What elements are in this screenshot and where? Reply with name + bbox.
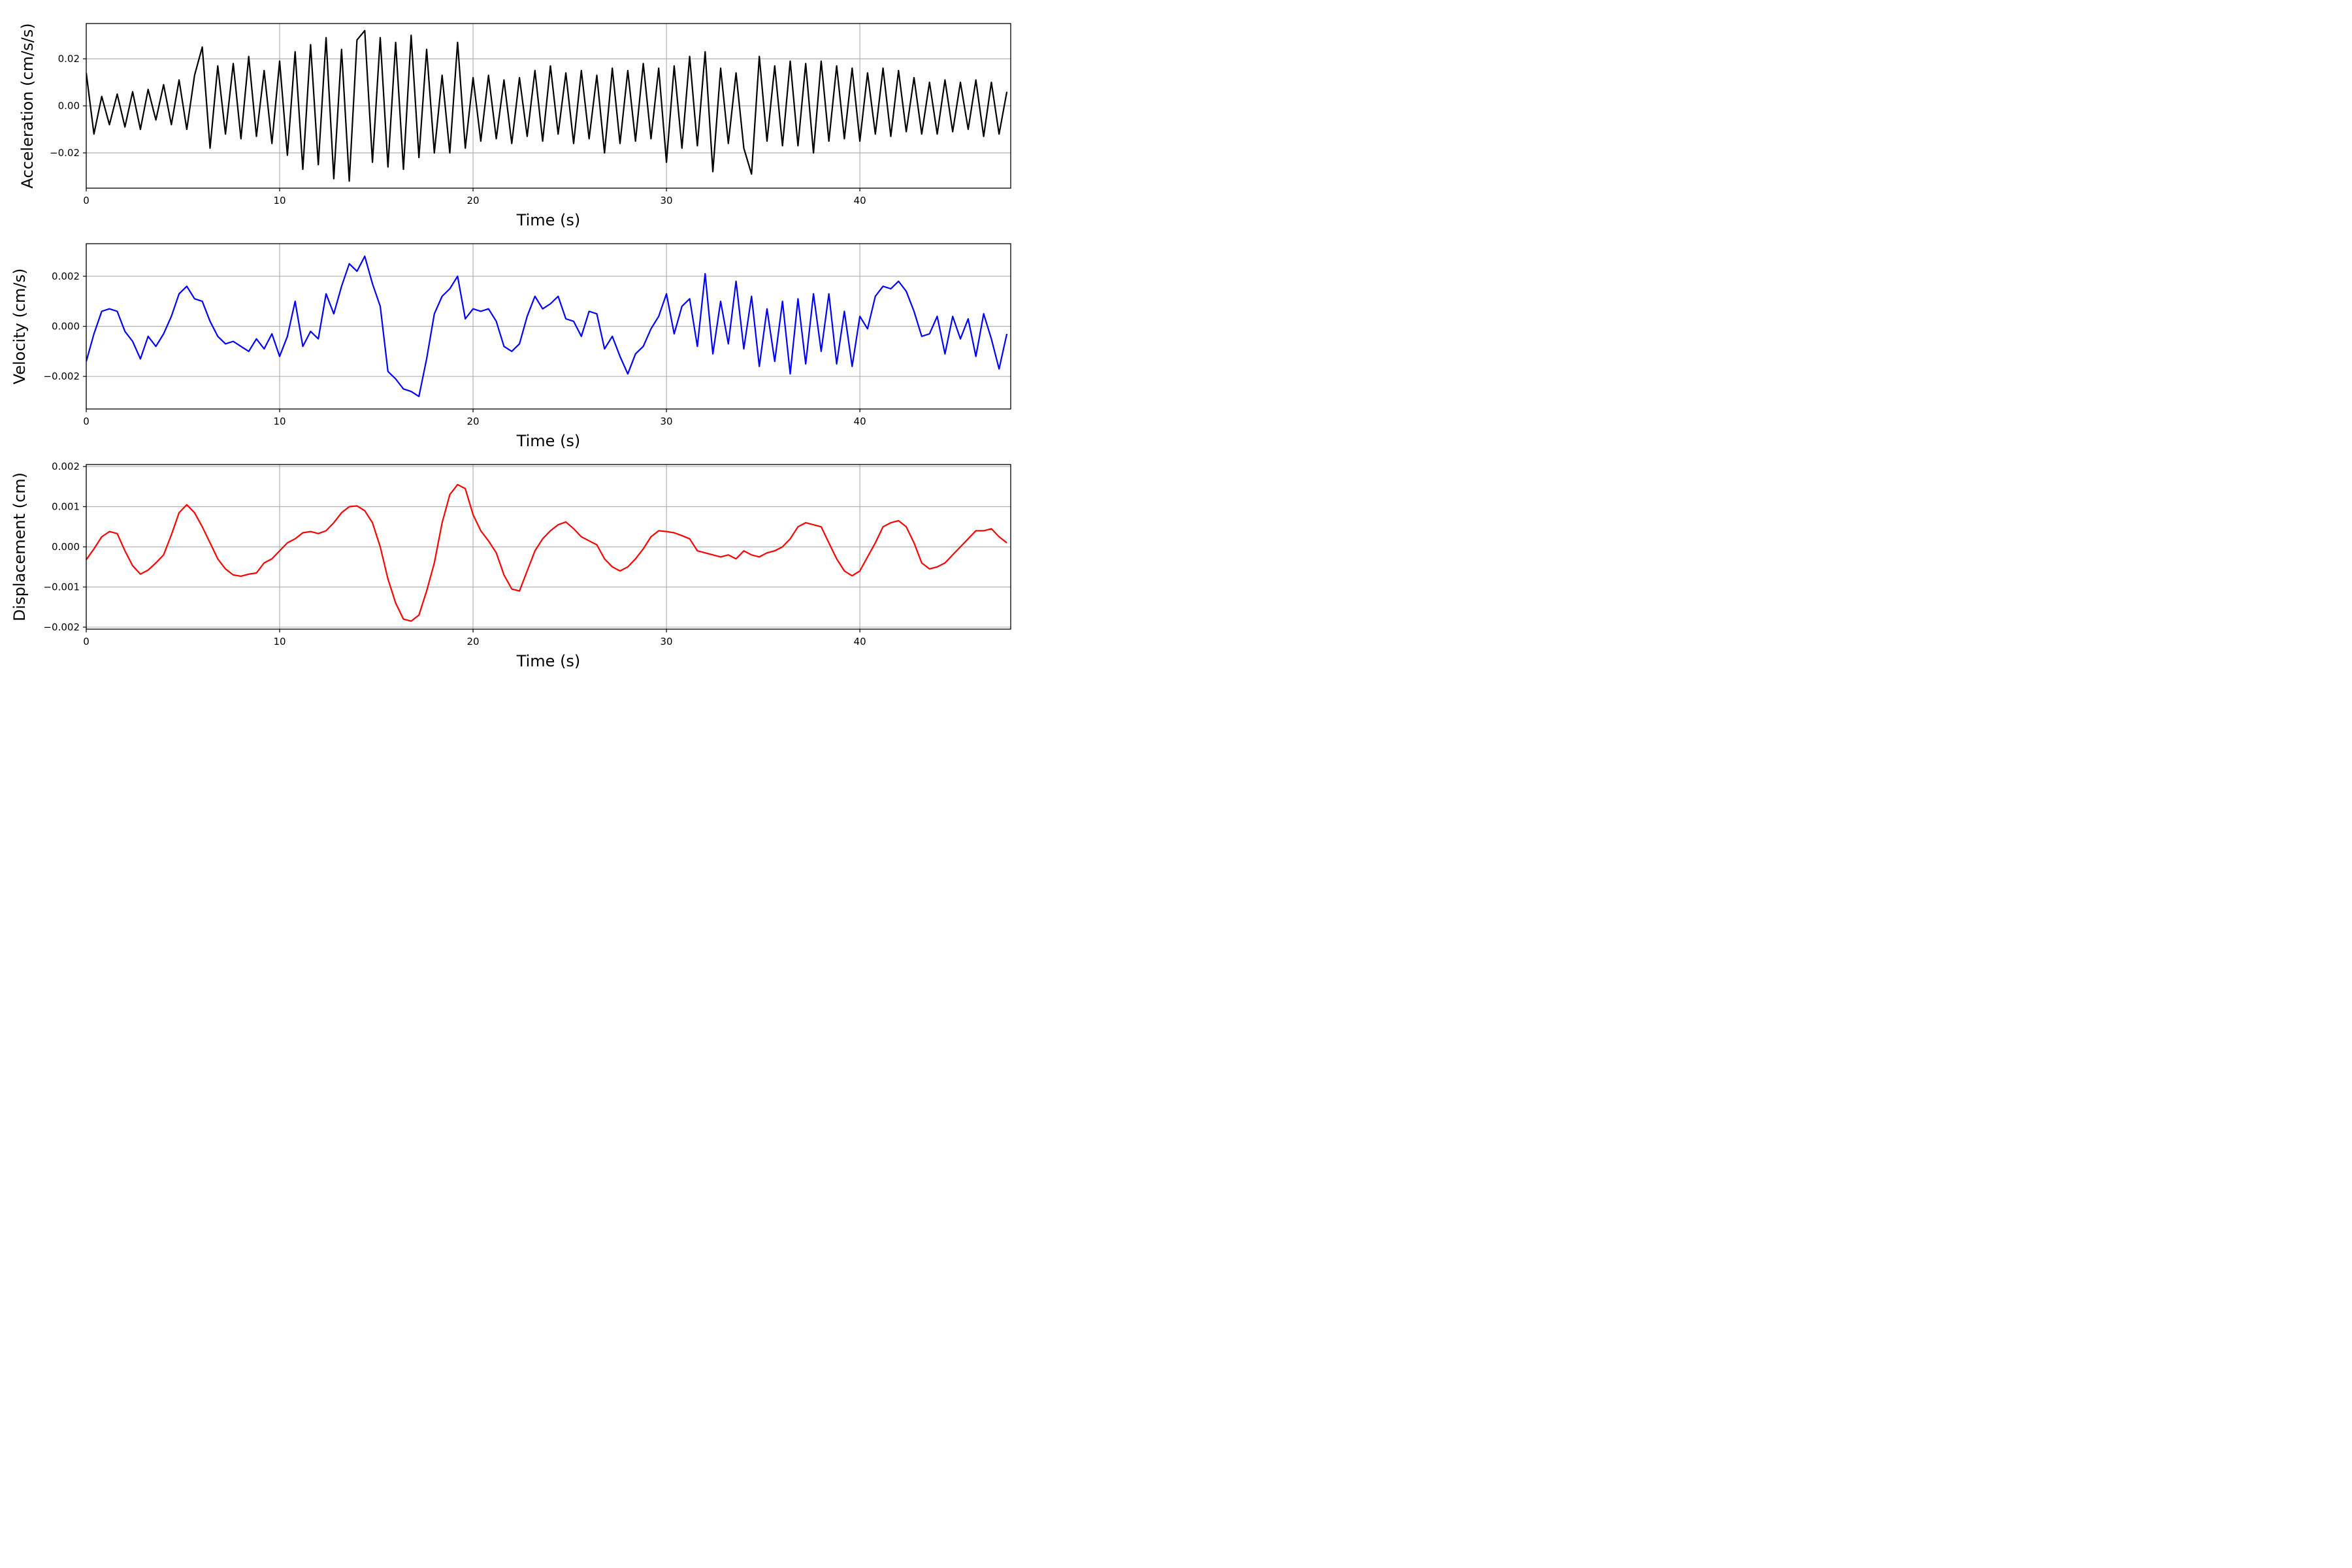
velocity-axes-frame (86, 243, 1011, 410)
acceleration-ytick-label: −0.02 (50, 147, 80, 159)
velocity-xtick-label: 0 (83, 416, 90, 427)
velocity-xtick-label: 10 (273, 416, 286, 427)
acceleration-xtick-label: 0 (83, 195, 90, 206)
velocity-xtick-label: 20 (467, 416, 480, 427)
displacement-xaxis-label: Time (s) (516, 652, 581, 670)
displacement-subplot: 0 10 20 30 40 −0.002 −0.001 0.000 0.001 0.002 Time… (10, 461, 1011, 670)
displacement-series-line (86, 483, 1007, 622)
displacement-xtick-label: 20 (467, 636, 480, 647)
acceleration-xtick-label: 30 (661, 195, 673, 206)
velocity-xtick-label: 30 (661, 416, 673, 427)
displacement-axes-frame (86, 464, 1011, 630)
velocity-yaxis-label: Velocity (cm/s) (10, 269, 29, 385)
displacement-xtick-label: 40 (854, 636, 866, 647)
acceleration-xtick-label: 20 (467, 195, 480, 206)
figure: 0 10 20 30 40 −0.02 0.00 0.02 Time (s) Accelerati… (10, 23, 1011, 670)
acceleration-yaxis-label: Acceleration (cm/s/s) (18, 23, 37, 188)
acceleration-axes-frame (86, 23, 1011, 189)
displacement-xtick-label: 10 (273, 636, 286, 647)
velocity-xaxis-label: Time (s) (516, 432, 581, 450)
displacement-ytick-label: 0.001 (52, 501, 80, 513)
acceleration-series-line (86, 29, 1008, 182)
acceleration-subplot: 0 10 20 30 40 −0.02 0.00 0.02 Time (s) Accelerati… (18, 23, 1011, 229)
velocity-xtick-label: 40 (854, 416, 866, 427)
velocity-subplot: 0 10 20 30 40 −0.002 0.000 0.002 Time (s) Velocit… (10, 243, 1011, 450)
displacement-ytick-label: 0.000 (52, 541, 80, 553)
velocity-series-line (86, 255, 1008, 397)
displacement-ytick-label: −0.002 (43, 621, 80, 633)
acceleration-ytick-label: 0.00 (58, 100, 80, 112)
displacement-yaxis-label: Displacement (cm) (10, 472, 29, 621)
displacement-ytick-label: −0.001 (43, 581, 80, 593)
acceleration-xaxis-label: Time (s) (516, 211, 581, 229)
velocity-ytick-label: 0.000 (52, 321, 80, 333)
displacement-xtick-label: 0 (83, 636, 90, 647)
displacement-ytick-label: 0.002 (52, 461, 80, 472)
acceleration-ytick-label: 0.02 (58, 53, 80, 65)
velocity-ytick-label: −0.002 (43, 370, 80, 382)
velocity-ytick-label: 0.002 (52, 270, 80, 282)
displacement-xtick-label: 30 (661, 636, 673, 647)
acceleration-xtick-label: 40 (854, 195, 866, 206)
acceleration-xtick-label: 10 (273, 195, 286, 206)
